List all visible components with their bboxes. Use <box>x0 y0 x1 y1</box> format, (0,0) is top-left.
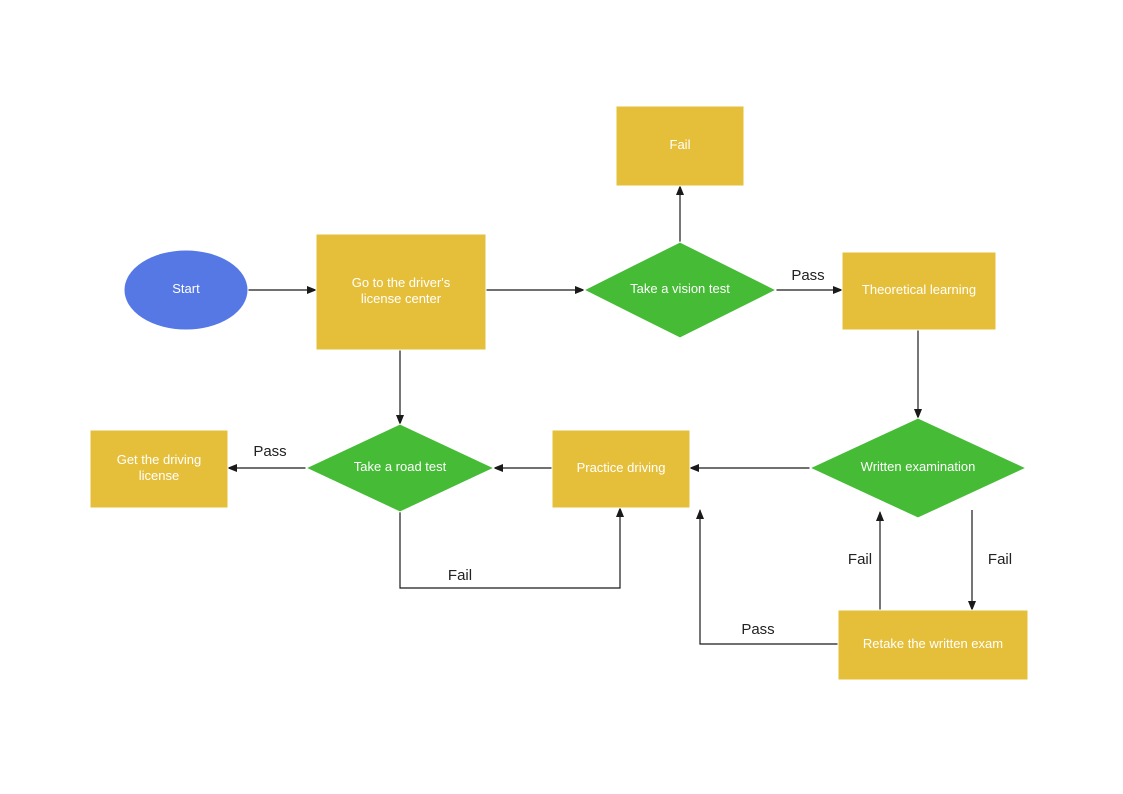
node-label-retake: Retake the written exam <box>863 636 1003 651</box>
node-label-written: Written examination <box>861 459 976 474</box>
node-theory: Theoretical learning <box>842 252 996 330</box>
node-retake: Retake the written exam <box>838 610 1028 680</box>
node-vision: Take a vision test <box>584 242 776 338</box>
node-label-practice: Practice driving <box>577 460 666 475</box>
edge-label-retake-practice: Pass <box>741 621 774 638</box>
node-label-theory: Theoretical learning <box>862 282 976 297</box>
edge-label-retake-written: Fail <box>848 551 872 568</box>
node-label-center: Go to the driver'slicense center <box>352 275 451 306</box>
nodes-layer: Start Go to the driver'slicense center Tak… <box>90 106 1028 680</box>
edge-label-road-license: Pass <box>253 443 286 460</box>
node-label-vision: Take a vision test <box>630 281 730 296</box>
node-license: Get the drivinglicense <box>90 430 228 508</box>
node-label-start: Start <box>172 281 200 296</box>
node-start: Start <box>124 250 248 330</box>
node-label-fail: Fail <box>670 137 691 152</box>
edge-label-road-practice: Fail <box>448 567 472 584</box>
node-label-road: Take a road test <box>354 459 447 474</box>
node-fail: Fail <box>616 106 744 186</box>
node-road: Take a road test <box>306 424 494 512</box>
edge-label-vision-theory: Pass <box>791 267 824 284</box>
node-written: Written examination <box>810 418 1026 518</box>
edge-label-written-retake: Fail <box>988 551 1012 568</box>
node-practice: Practice driving <box>552 430 690 508</box>
edge-road-to-practice <box>400 508 620 588</box>
driving-license-flowchart: Start Go to the driver'slicense center Tak… <box>0 0 1123 794</box>
node-center: Go to the driver'slicense center <box>316 234 486 350</box>
